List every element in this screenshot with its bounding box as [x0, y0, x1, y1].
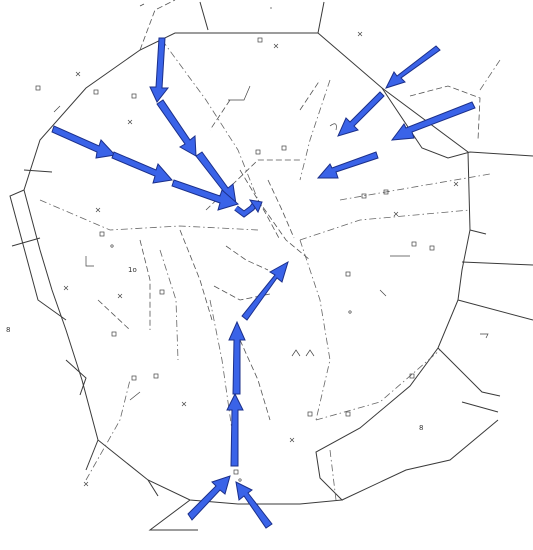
arrow-south-right: [235, 481, 273, 529]
map-label: 8: [419, 424, 423, 432]
dash-dot-roads: [39, 39, 501, 501]
map-label: 8: [6, 326, 10, 334]
district-boundary: [23, 32, 471, 505]
map-label: 1o: [128, 266, 137, 274]
movement-arrows: [51, 37, 476, 529]
arrow-south-left: [187, 475, 231, 521]
arrow-east-1: [390, 101, 476, 141]
arrow-northeast-1: [385, 45, 441, 89]
arrow-east-2: [316, 151, 379, 179]
arrow-north-2: [156, 99, 197, 157]
map-labels: 881c1o: [6, 180, 423, 432]
arrow-northeast-2: [337, 91, 385, 137]
arrow-west-2: [111, 151, 173, 184]
arrow-south-1: [226, 392, 244, 467]
arrow-west-1: [51, 125, 117, 159]
arrow-south-2: [228, 320, 246, 395]
arrow-south-3: [241, 260, 289, 321]
dashed-roads: [97, 0, 481, 421]
map-markers: [35, 3, 489, 487]
arrow-west-3: [171, 179, 240, 211]
arrow-north-1: [149, 37, 170, 103]
